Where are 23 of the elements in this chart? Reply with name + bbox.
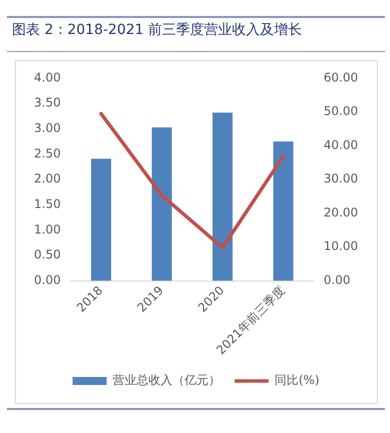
y-tick-label: 2.50	[34, 146, 61, 160]
bar	[273, 142, 294, 281]
chart-title: 图表 2：2018-2021 前三季度营业收入及增长	[12, 21, 302, 39]
y-tick-label: 2.00	[34, 172, 61, 186]
y2-tick-label: 50.00	[324, 104, 358, 118]
y2-tick-label: 20.00	[324, 205, 358, 220]
y-tick-label: 3.00	[34, 120, 61, 135]
y-tick-label: 4.00	[34, 70, 61, 84]
y2-tick-label: 60.00	[324, 70, 358, 84]
bar	[91, 158, 112, 281]
bar	[152, 127, 172, 281]
legend-label: 营业总收入（亿元）	[112, 373, 221, 388]
y-tick-label: 0.50	[34, 248, 61, 262]
y2-tick-label: 40.00	[324, 138, 358, 152]
y2-tick-label: 10.00	[324, 239, 358, 254]
legend-label: 同比(%)	[274, 373, 320, 388]
y-tick-label: 0.00	[34, 272, 61, 287]
y-tick-label: 1.50	[34, 196, 61, 211]
y2-tick-label: 30.00	[324, 172, 358, 186]
y-tick-label: 3.50	[34, 96, 61, 110]
y-tick-label: 1.00	[34, 222, 61, 236]
y2-tick-label: 0.00	[324, 272, 350, 287]
bar	[212, 112, 233, 281]
